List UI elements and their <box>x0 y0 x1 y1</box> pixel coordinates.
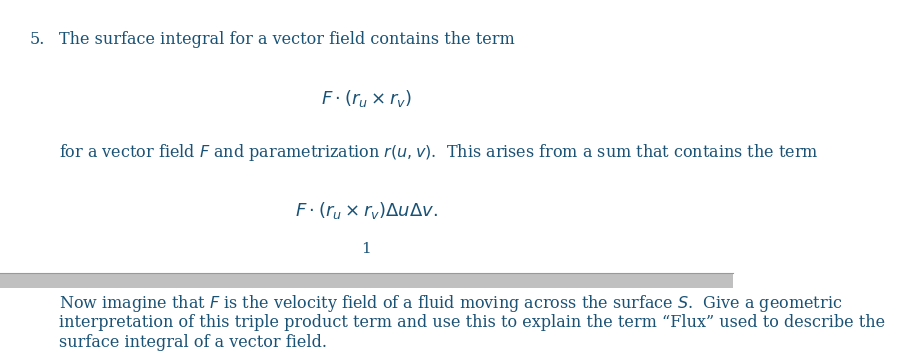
Text: Now imagine that $F$ is the velocity field of a fluid moving across the surface : Now imagine that $F$ is the velocity fie… <box>58 293 842 314</box>
Text: 5.: 5. <box>29 31 45 48</box>
Text: The surface integral for a vector field contains the term: The surface integral for a vector field … <box>58 31 514 48</box>
Text: interpretation of this triple product term and use this to explain the term “Flu: interpretation of this triple product te… <box>58 314 885 331</box>
Text: surface integral of a vector field.: surface integral of a vector field. <box>58 334 327 351</box>
Text: $F \cdot (r_u \times r_v)\Delta u \Delta v.$: $F \cdot (r_u \times r_v)\Delta u \Delta… <box>295 200 438 221</box>
Bar <box>0 273 733 288</box>
Text: 1: 1 <box>361 243 371 256</box>
Text: $F \cdot (r_u \times r_v)$: $F \cdot (r_u \times r_v)$ <box>321 88 412 109</box>
Text: for a vector field $F$ and parametrization $r(u, v)$.  This arises from a sum th: for a vector field $F$ and parametrizati… <box>58 143 818 163</box>
